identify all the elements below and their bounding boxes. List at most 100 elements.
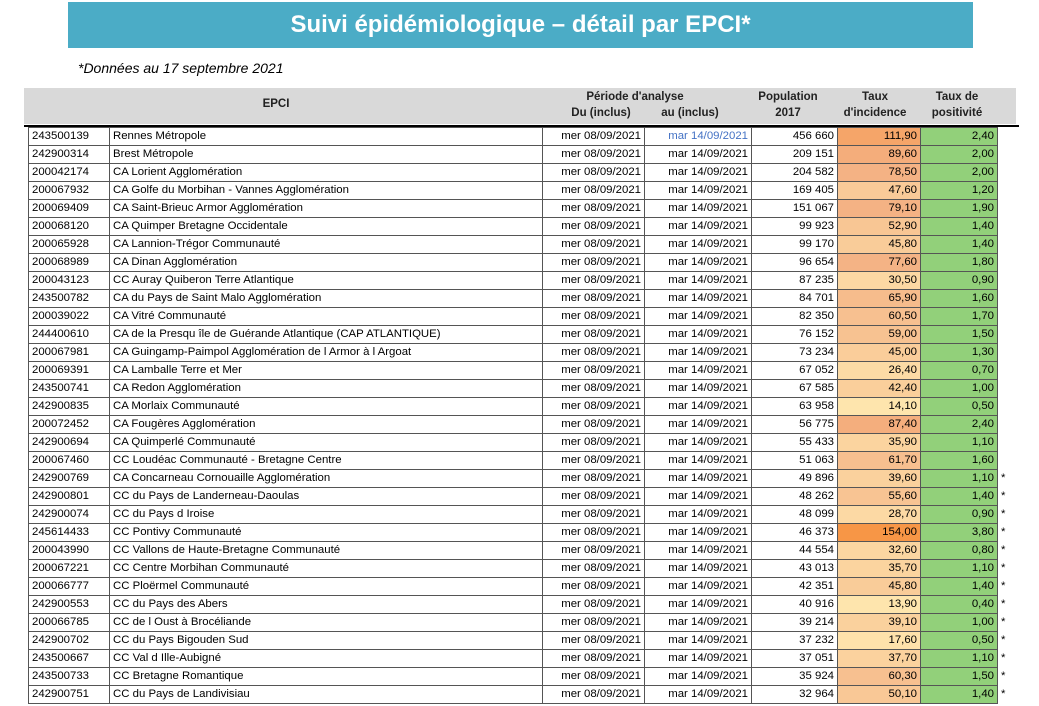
cell-epci-name: CC Auray Quiberon Terre Atlantique [109,271,543,290]
cell-du: mer 08/09/2021 [542,361,645,380]
cell-population: 42 351 [751,577,838,596]
cell-au: mar 14/09/2021 [644,505,752,524]
cell-footnote-mark: * [1001,580,1006,592]
header-du: Du (inclus) [571,107,631,119]
header-population: Population [758,91,818,103]
cell-epci-name: CA Morlaix Communauté [109,397,543,416]
table-row: 243500782 CA du Pays de Saint Malo Agglom… [28,289,1015,308]
cell-du: mer 08/09/2021 [542,523,645,542]
cell-footnote-mark: * [1001,544,1006,556]
cell-epci-name: CA Fougères Agglomération [109,415,543,434]
cell-au: mar 14/09/2021 [644,181,752,200]
cell-epci-name: CC Val d Ille-Aubigné [109,649,543,668]
cell-population: 67 052 [751,361,838,380]
cell-population: 49 896 [751,469,838,488]
cell-footnote-mark [998,254,1015,272]
cell-epci-name: CC Bretagne Romantique [109,667,543,686]
table-row: 242900553 CC du Pays des Abers mer 08/09/2… [28,595,1015,614]
cell-du: mer 08/09/2021 [542,487,645,506]
cell-au: mar 14/09/2021 [644,127,752,146]
cell-du: mer 08/09/2021 [542,415,645,434]
cell-population: 209 151 [751,145,838,164]
cell-code: 200067221 [28,559,110,578]
cell-code: 200065928 [28,235,110,254]
cell-population: 99 923 [751,217,838,236]
header-taux-incidence-line1: Taux [862,91,888,103]
cell-population: 35 924 [751,667,838,686]
cell-footnote-mark: * [1001,688,1006,700]
cell-taux-positivite: 1,40 [920,217,998,236]
cell-population: 37 232 [751,631,838,650]
table-row: 242900694 CA Quimperlé Communauté mer 08/0… [28,433,1015,452]
cell-code: 243500782 [28,289,110,308]
cell-du: mer 08/09/2021 [542,127,645,146]
cell-code: 200043990 [28,541,110,560]
cell-au: mar 14/09/2021 [644,163,752,182]
cell-code: 243500139 [28,127,110,146]
cell-epci-name: CA Concarneau Cornouaille Agglomération [109,469,543,488]
table-row: 243500139 Rennes Métropole mer 08/09/2021 m… [28,127,1015,146]
cell-au: mar 14/09/2021 [644,343,752,362]
cell-taux-positivite: 0,50 [920,397,998,416]
cell-footnote-mark: * [1001,670,1006,682]
cell-code: 242900835 [28,397,110,416]
cell-footnote-mark [998,452,1015,470]
cell-taux-positivite: 1,00 [920,613,998,632]
cell-au: mar 14/09/2021 [644,217,752,236]
cell-taux-positivite: 0,70 [920,361,998,380]
cell-epci-name: CC Vallons de Haute-Bretagne Communauté [109,541,543,560]
cell-au: mar 14/09/2021 [644,253,752,272]
cell-du: mer 08/09/2021 [542,235,645,254]
cell-du: mer 08/09/2021 [542,505,645,524]
cell-taux-positivite: 1,40 [920,487,998,506]
table-row: 200072452 CA Fougères Agglomération mer 08… [28,415,1015,434]
cell-code: 200068120 [28,217,110,236]
cell-footnote-mark [998,218,1015,236]
cell-taux-positivite: 1,10 [920,559,998,578]
table-row: 242900702 CC du Pays Bigouden Sud mer 08/0… [28,631,1015,650]
cell-population: 84 701 [751,289,838,308]
cell-code: 200066785 [28,613,110,632]
cell-footnote-mark: * [1001,508,1006,520]
cell-taux-incidence: 59,00 [837,325,921,344]
cell-code: 200069409 [28,199,110,218]
cell-taux-positivite: 1,30 [920,343,998,362]
table-row: 243500741 CA Redon Agglomération mer 08/09… [28,379,1015,398]
cell-taux-positivite: 0,40 [920,595,998,614]
cell-du: mer 08/09/2021 [542,343,645,362]
cell-population: 48 262 [751,487,838,506]
cell-au: mar 14/09/2021 [644,433,752,452]
cell-epci-name: CC de l Oust à Brocéliande [109,613,543,632]
cell-du: mer 08/09/2021 [542,667,645,686]
table-row: 200067981 CA Guingamp-Paimpol Agglomérati… [28,343,1015,362]
table-row: 200067221 CC Centre Morbihan Communauté me… [28,559,1015,578]
cell-population: 73 234 [751,343,838,362]
cell-code: 200066777 [28,577,110,596]
cell-footnote-mark: * [1001,472,1006,484]
header-taux-positivite-line2: positivité [931,107,983,119]
cell-epci-name: CC du Pays de Landivisiau [109,685,543,704]
header-au: au (inclus) [661,107,719,119]
cell-code: 200072452 [28,415,110,434]
cell-population: 37 051 [751,649,838,668]
cell-taux-incidence: 78,50 [837,163,921,182]
table-header [24,88,1016,124]
cell-epci-name: CA du Pays de Saint Malo Agglomération [109,289,543,308]
cell-epci-name: CC du Pays de Landerneau-Daoulas [109,487,543,506]
cell-au: mar 14/09/2021 [644,685,752,704]
cell-taux-incidence: 87,40 [837,415,921,434]
cell-taux-incidence: 45,00 [837,343,921,362]
cell-taux-positivite: 1,50 [920,667,998,686]
cell-code: 242900769 [28,469,110,488]
cell-taux-positivite: 1,40 [920,685,998,704]
cell-epci-name: CA Vitré Communauté [109,307,543,326]
cell-taux-positivite: 1,10 [920,649,998,668]
cell-population: 32 964 [751,685,838,704]
cell-epci-name: CA Golfe du Morbihan - Vannes Agglomérat… [109,181,543,200]
cell-population: 87 235 [751,271,838,290]
cell-code: 242900694 [28,433,110,452]
cell-taux-incidence: 47,60 [837,181,921,200]
cell-taux-incidence: 39,60 [837,469,921,488]
cell-taux-incidence: 37,70 [837,649,921,668]
cell-taux-positivite: 2,00 [920,163,998,182]
